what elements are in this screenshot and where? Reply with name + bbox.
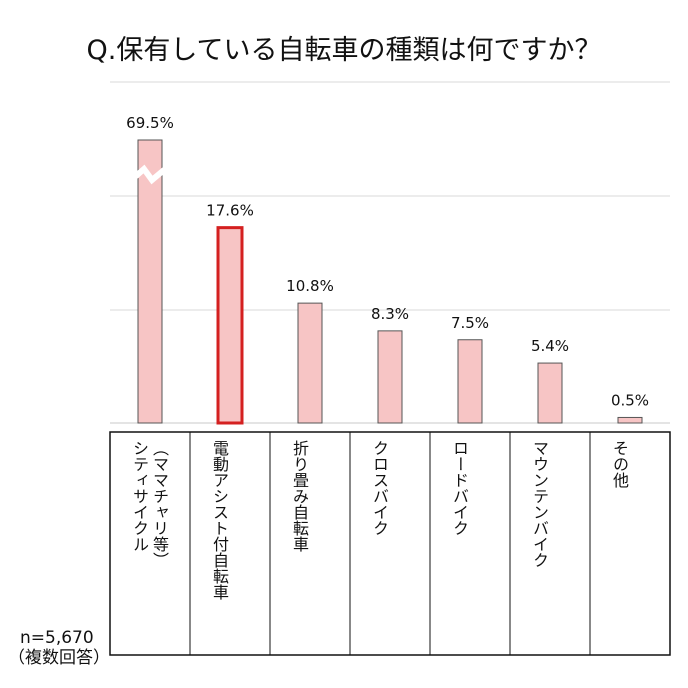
data-label: 17.6% <box>206 202 254 220</box>
category-label-line: ロードバイク <box>450 440 469 536</box>
bar <box>537 362 563 424</box>
category-label-line: シティサイクル <box>130 440 149 552</box>
multiple-answer-note: （複数回答） <box>8 648 110 668</box>
category-table <box>109 431 671 656</box>
bars <box>133 139 643 425</box>
bar <box>216 226 244 425</box>
category-label-line: （ママチャリ等） <box>150 440 169 568</box>
category-label-line: クロスバイク <box>370 440 389 536</box>
data-labels: 69.5% 17.6% 10.8% 8.3% 7.5% 5.4% 0.5% <box>126 114 649 409</box>
data-label: 7.5% <box>451 314 489 332</box>
bar <box>457 339 483 424</box>
bar <box>137 139 163 424</box>
bar <box>297 302 323 424</box>
sample-note: n=5,670 （複数回答） <box>8 628 110 668</box>
category-label-line: その他 <box>610 440 629 488</box>
data-label: 5.4% <box>531 337 569 355</box>
bar <box>377 330 403 424</box>
axis-break-mark <box>133 164 167 185</box>
data-label: 0.5% <box>611 391 649 409</box>
data-label: 8.3% <box>371 305 409 323</box>
data-label: 69.5% <box>126 114 174 132</box>
data-label: 10.8% <box>286 277 334 295</box>
category-label-line: マウンテンバイク <box>530 440 549 568</box>
category-label-line: 折り畳み自転車 <box>290 440 309 552</box>
category-label-line: 電動アシスト付自転車 <box>210 440 229 600</box>
bar <box>617 416 643 424</box>
table-border <box>109 431 671 656</box>
sample-size: n=5,670 <box>20 628 94 648</box>
chart-title: Q.保有している自転車の種類は何ですか？ <box>86 35 602 66</box>
